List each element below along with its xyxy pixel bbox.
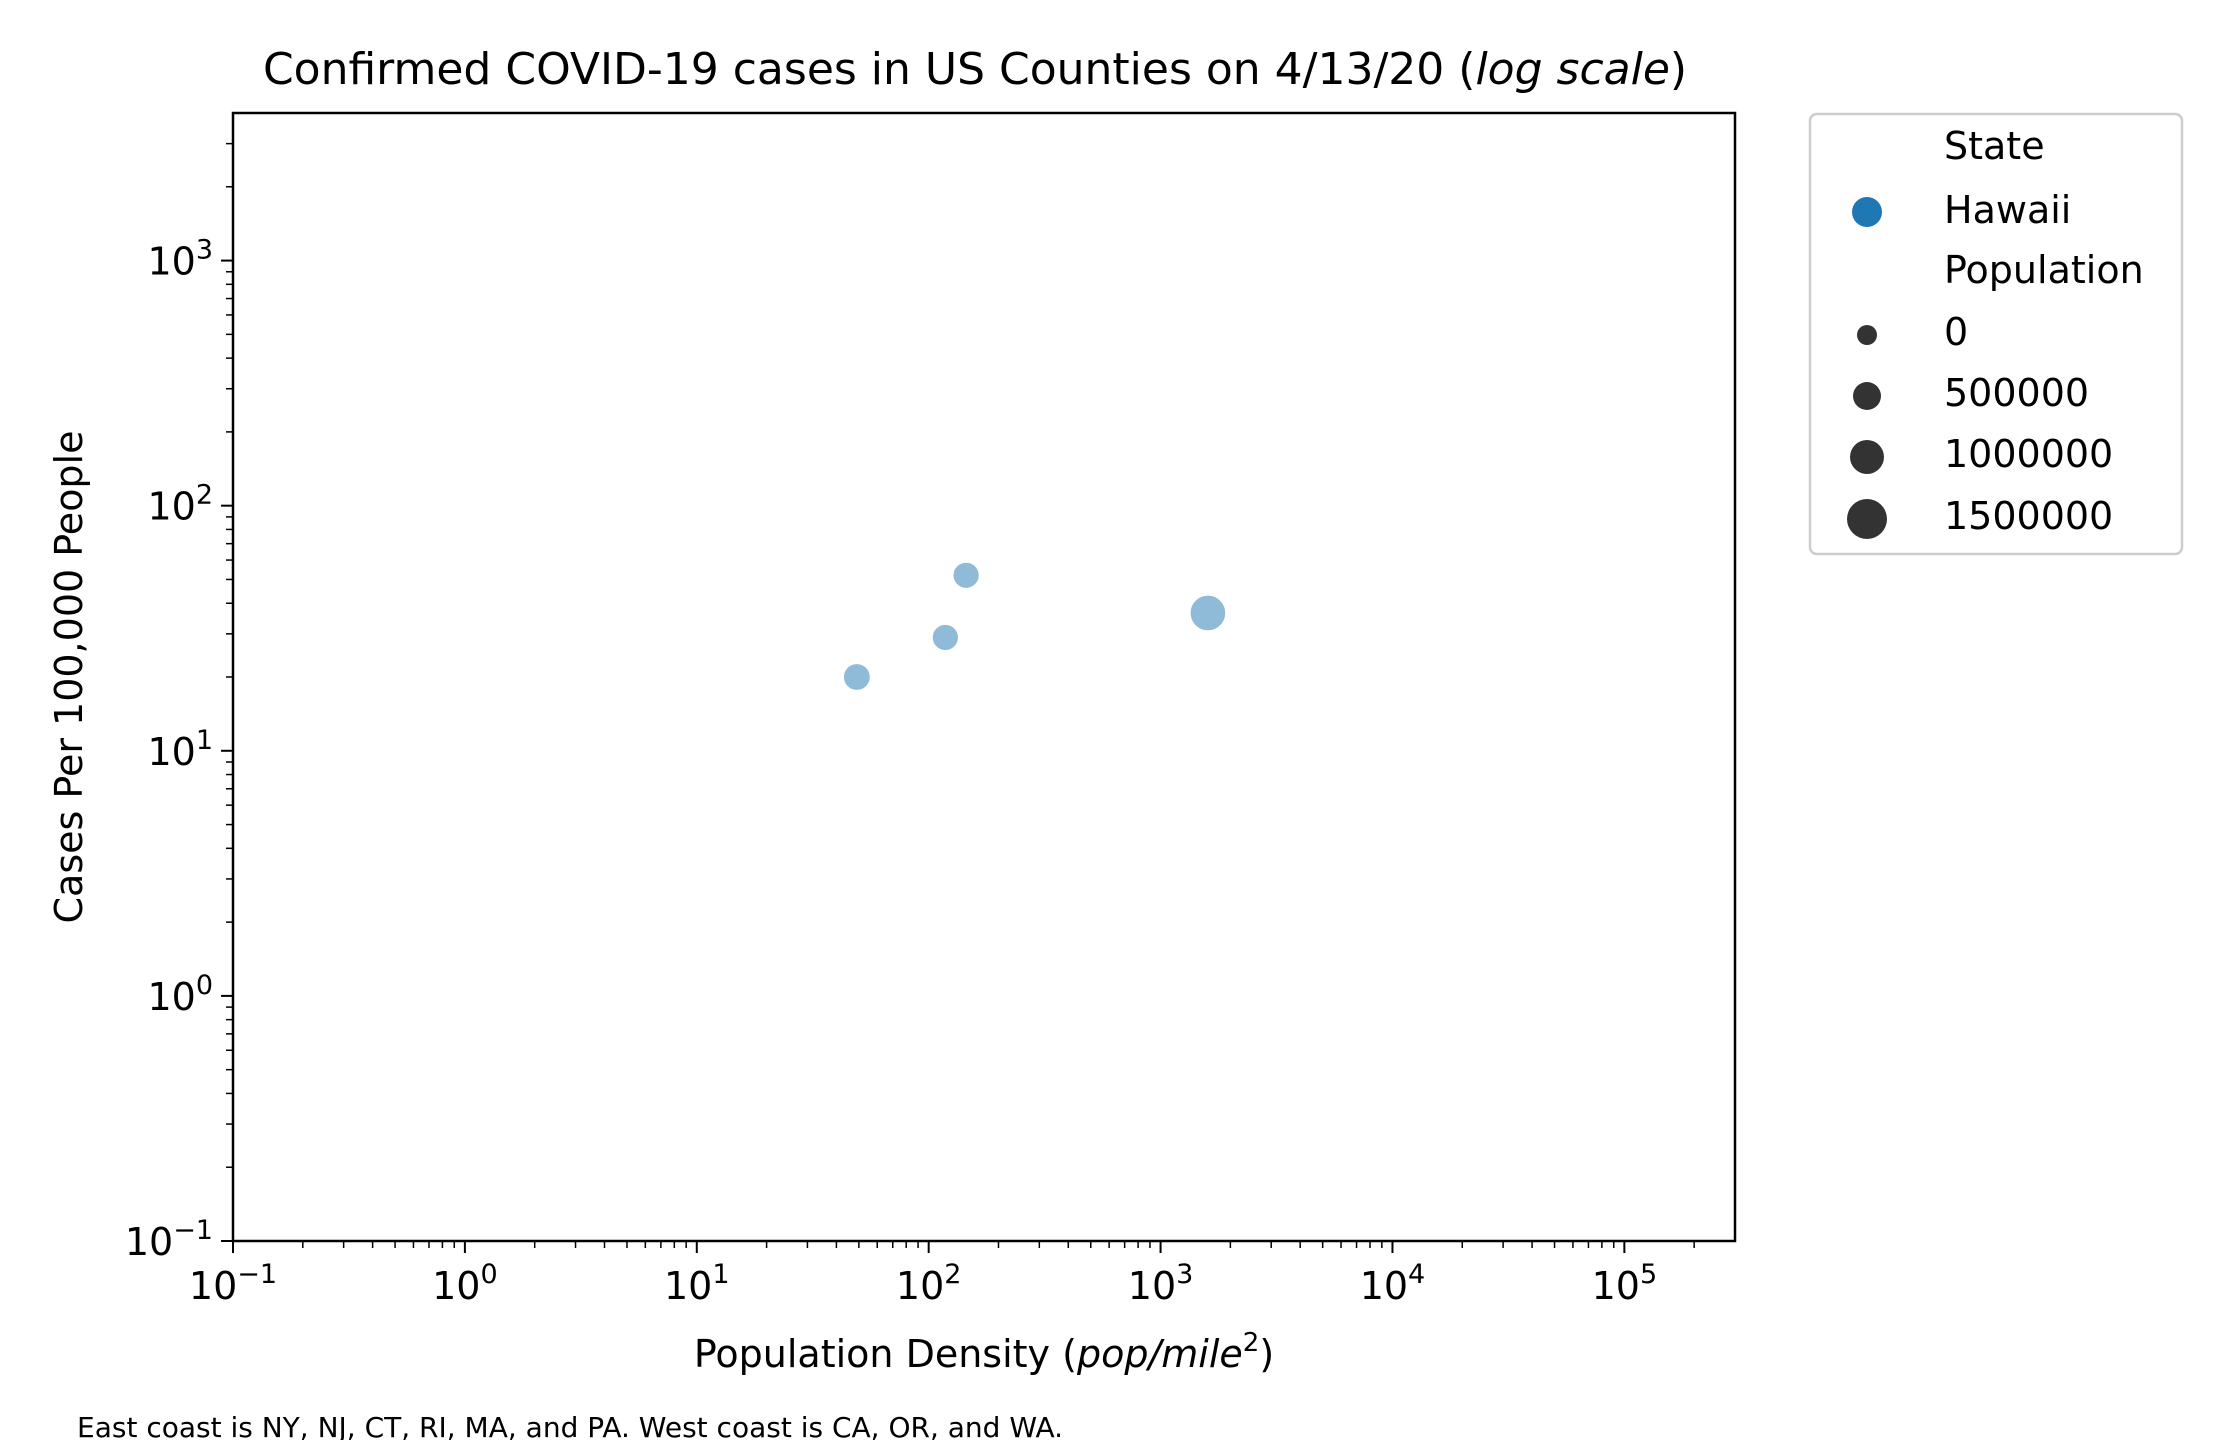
x-axis-label-end: ): [1259, 1332, 1274, 1376]
legend-size-label-500000: 500000: [1944, 371, 2089, 415]
y-tick-label: 102: [147, 480, 213, 529]
legend-size-label-1500000: 1500000: [1944, 494, 2113, 538]
x-axis-label: Population Density (pop/mile2): [694, 1328, 1274, 1376]
x-tick-label: 100: [432, 1259, 498, 1308]
x-tick-label: 102: [896, 1259, 962, 1308]
x-tick-label: 101: [664, 1259, 730, 1308]
legend-frame: [1808, 112, 2184, 556]
legend-size-marker-0: [1857, 325, 1877, 345]
data-point-hawaii: [842, 662, 872, 692]
x-tick-label: 104: [1360, 1259, 1426, 1308]
x-axis-label-sup: 2: [1243, 1328, 1260, 1358]
y-tick-label: 103: [147, 235, 213, 284]
x-tick-label: 103: [1128, 1259, 1194, 1308]
data-points: [842, 561, 1227, 692]
legend-hue-title: State: [1944, 124, 2045, 168]
legend-size-marker-1000000: [1850, 440, 1884, 474]
legend-size-marker-500000: [1853, 382, 1881, 410]
y-axis-label: Cases Per 100,000 People: [47, 431, 91, 924]
legend-marker-hawaii: [1852, 197, 1882, 227]
y-tick-label: 10−1: [125, 1215, 213, 1264]
chart-title-end: ): [1670, 44, 1687, 95]
x-axis-ticks: 10−1 100 101 102 103 104 105: [189, 1241, 1695, 1308]
chart-title-main: Confirmed COVID-19 cases in US Counties …: [263, 44, 1476, 95]
x-axis-label-main: Population Density (: [694, 1332, 1077, 1376]
data-point-hawaii: [931, 623, 960, 652]
x-tick-label: 10−1: [189, 1259, 277, 1308]
legend-size-marker-1500000: [1847, 499, 1887, 539]
legend-size-label-0: 0: [1944, 310, 1968, 354]
x-tick-label: 105: [1592, 1259, 1658, 1308]
y-axis-ticks: 10−1 100 101 102 103: [125, 142, 233, 1264]
chart-title-italic: log scale: [1475, 44, 1669, 95]
legend-size-label-1000000: 1000000: [1944, 432, 2113, 476]
y-tick-label: 100: [147, 970, 213, 1019]
legend: State Hawaii Population 0 500000 1000000…: [1808, 112, 2184, 556]
chart-title: Confirmed COVID-19 cases in US Counties …: [263, 44, 1687, 95]
data-point-hawaii: [1189, 594, 1227, 632]
x-axis-label-italic: pop/mile: [1076, 1332, 1243, 1376]
legend-label-hawaii: Hawaii: [1944, 188, 2071, 232]
legend-size-title: Population: [1944, 248, 2144, 292]
plot-area: [231, 111, 1737, 1243]
y-tick-label: 101: [147, 725, 213, 774]
footnote: East coast is NY, NJ, CT, RI, MA, and PA…: [77, 1411, 1063, 1440]
data-point-hawaii: [952, 561, 981, 590]
